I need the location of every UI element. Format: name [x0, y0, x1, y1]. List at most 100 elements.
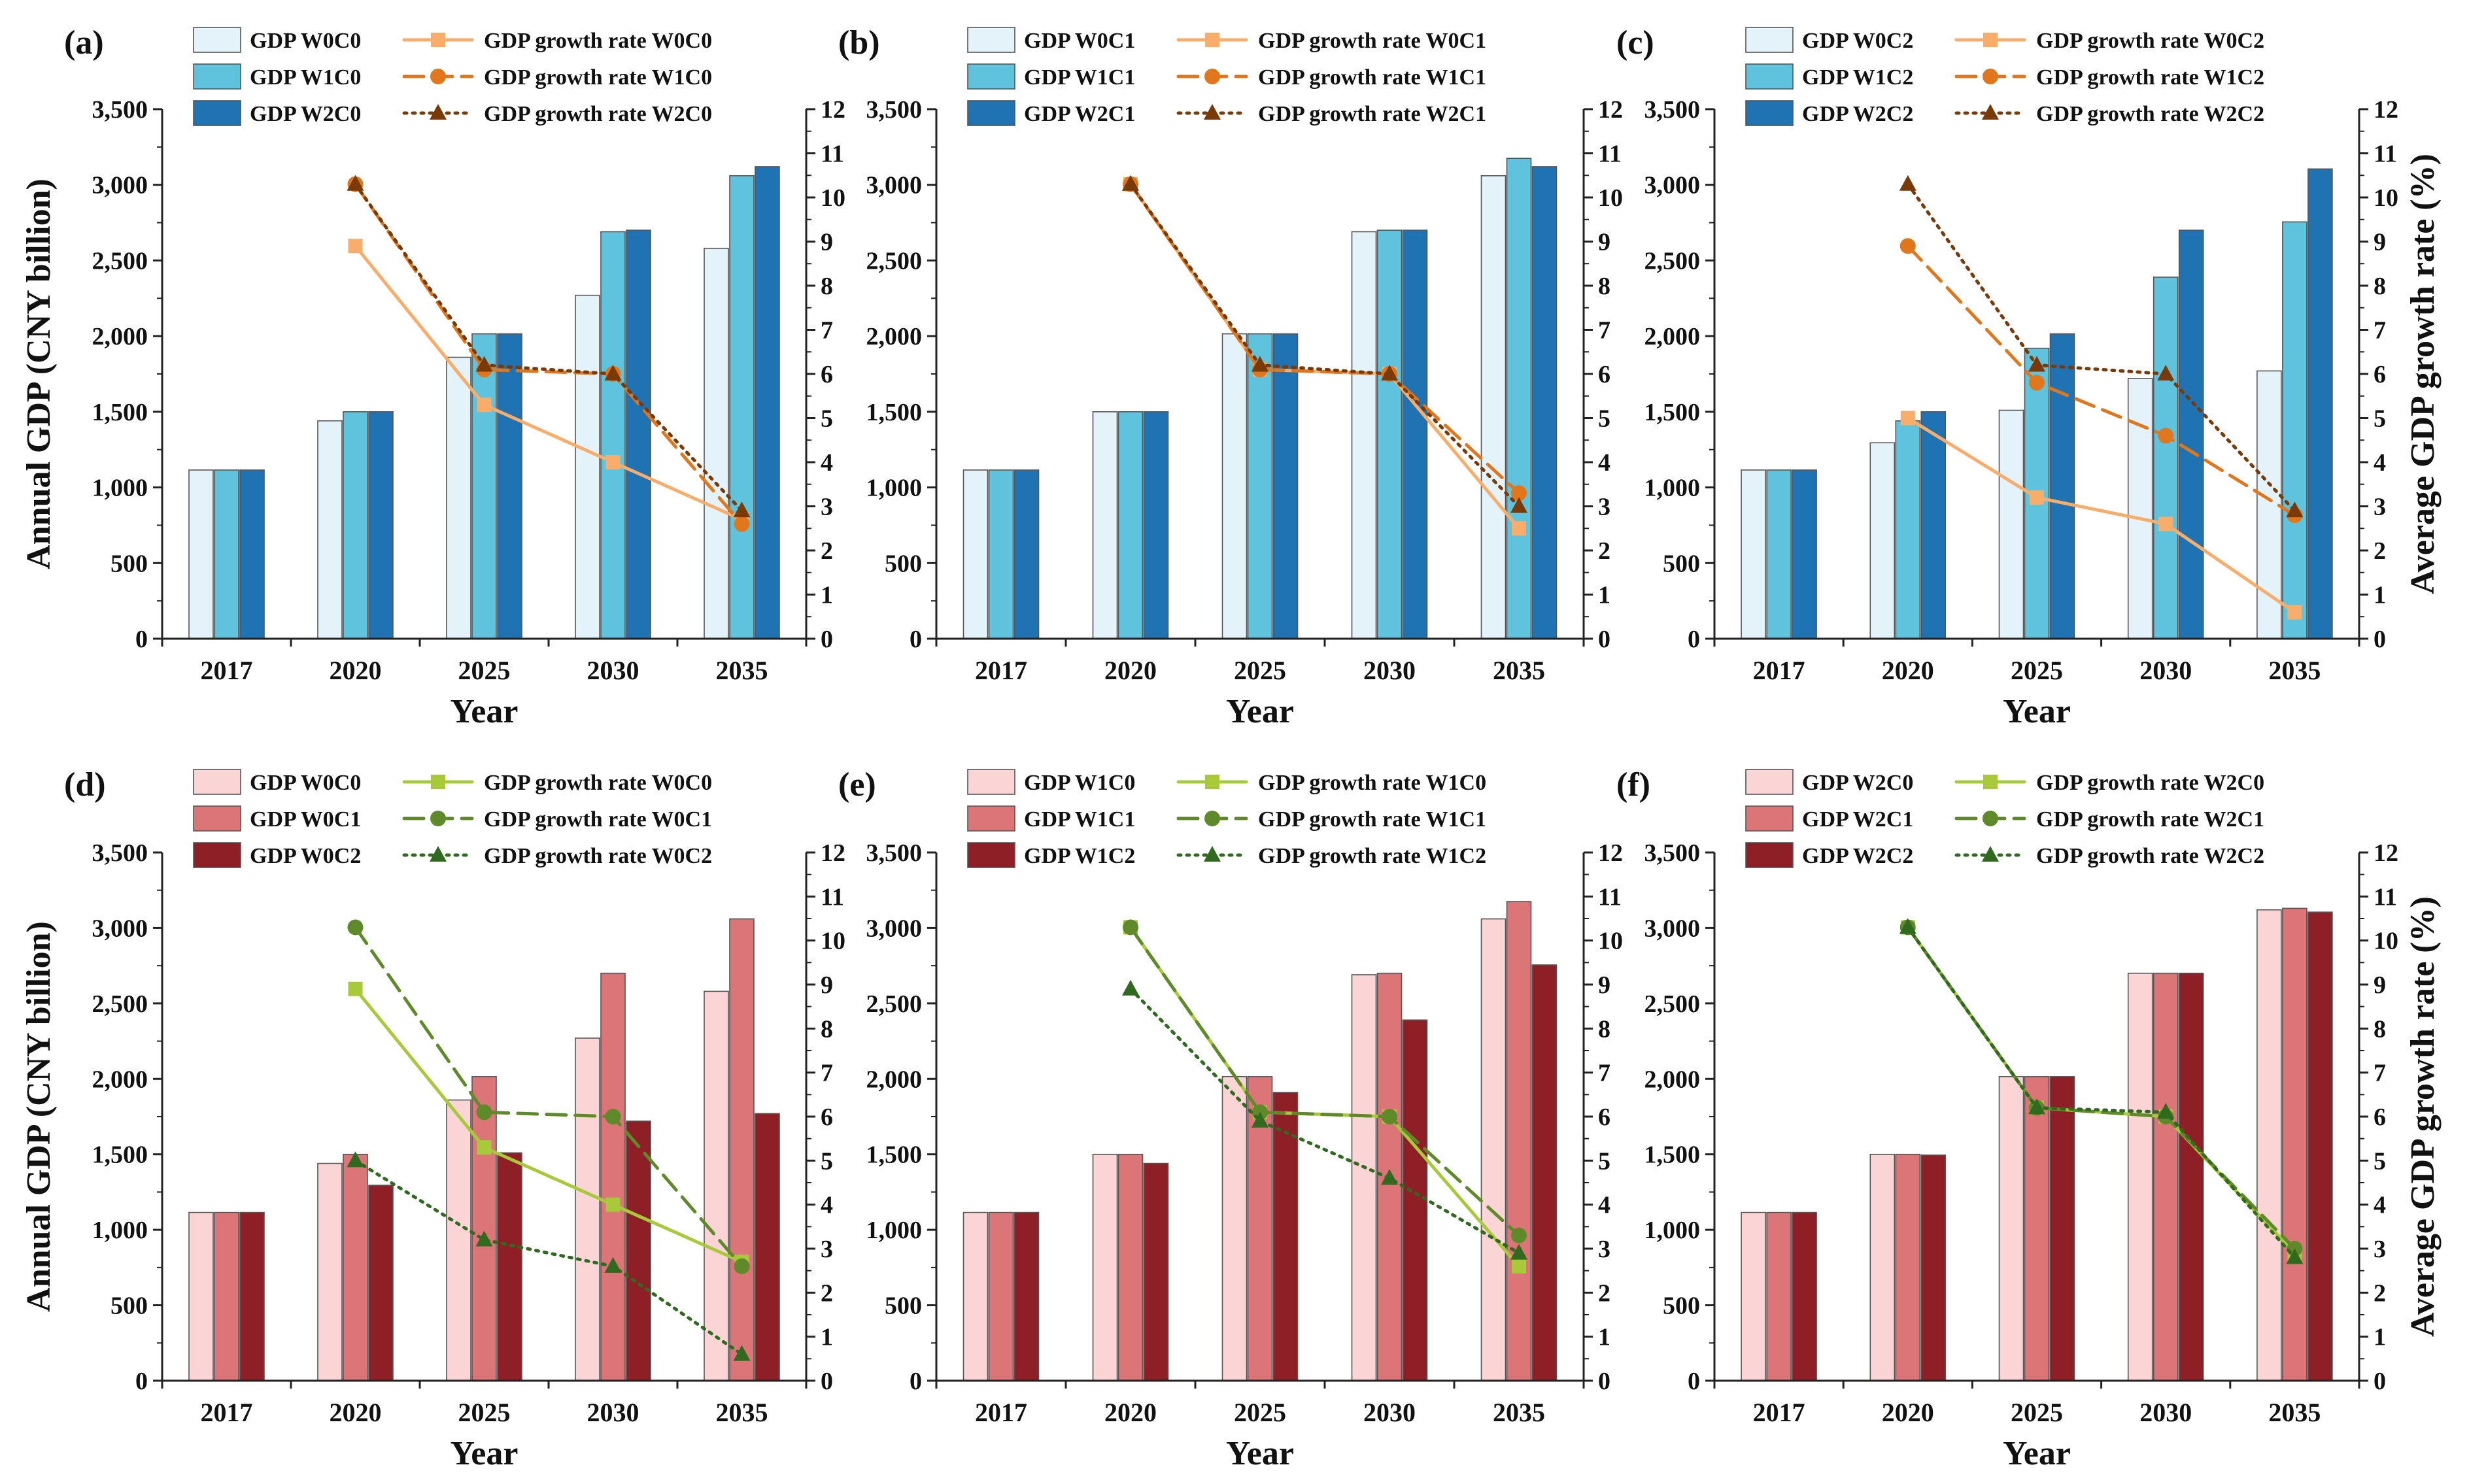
bar-gdp-w1c0-2035 [729, 175, 755, 639]
bar-gdp-w2c0-2035 [2256, 909, 2282, 1381]
legend-label: GDP growth rate W2C0 [2036, 771, 2264, 795]
bar-gdp-w2c2-2025 [2049, 333, 2075, 639]
bar-gdp-w0c1-2020 [343, 1153, 368, 1381]
bar-gdp-w0c0-2035 [704, 990, 729, 1381]
left-tick-label: 3,500 [866, 96, 923, 124]
x-axis-title: Year [1226, 1435, 1294, 1472]
right-tick-label: 2 [821, 1279, 833, 1307]
chart-panel-e: 05001,0001,5002,0002,5003,0003,500012345… [838, 766, 1623, 1472]
bar-gdp-w1c1-2035 [1506, 901, 1532, 1381]
legend-swatch [193, 842, 241, 868]
bar-gdp-w0c2-2030 [2127, 378, 2153, 639]
bar-gdp-w0c2-2017 [1741, 469, 1766, 639]
right-tick-label: 9 [1598, 229, 1610, 256]
legend-label: GDP W0C2 [250, 844, 361, 868]
bar-gdp-w2c1-2017 [1013, 469, 1040, 639]
bar-gdp-w2c2-2030 [2178, 972, 2204, 1381]
x-tick-label: 2030 [2139, 656, 2192, 685]
point-gdp-growth-rate-w1c1-2 [1382, 1109, 1397, 1124]
right-tick-label: 11 [1598, 883, 1622, 911]
legend-marker [430, 69, 446, 84]
bar-gdp-w1c2-2020 [1143, 1162, 1169, 1381]
line-gdp-growth-rate-w0c2 [354, 1158, 743, 1357]
bar-gdp-w2c0-2017 [1741, 1211, 1766, 1381]
panel-label: (e) [838, 766, 876, 803]
y-axis-left-title: Annual GDP (CNY billion) [20, 921, 58, 1312]
right-tick-label: 5 [821, 1147, 833, 1175]
x-tick-label: 2020 [1104, 1398, 1157, 1427]
x-tick-label: 2017 [975, 656, 1027, 685]
left-tick-label: 0 [135, 626, 148, 653]
legend-swatch [967, 100, 1015, 126]
right-tick-label: 11 [821, 883, 844, 911]
point-gdp-growth-rate-w2c1-1 [1252, 356, 1269, 372]
legend-label: GDP W2C2 [1802, 844, 1913, 868]
line-gdp-growth-rate-w2c1 [1906, 925, 2296, 1251]
point-gdp-growth-rate-w0c1-2 [605, 1109, 621, 1124]
right-tick-label: 4 [821, 1192, 833, 1219]
right-tick-label: 8 [821, 1015, 833, 1043]
legend-label: GDP growth rate W2C2 [2036, 844, 2264, 868]
bar-gdp-w0c2-2025 [497, 1152, 522, 1381]
legend-label: GDP growth rate W2C2 [2036, 102, 2264, 126]
bar-gdp-w1c0-2020 [343, 411, 368, 639]
x-tick-label: 2017 [1753, 656, 1805, 685]
left-tick-label: 3,000 [866, 915, 923, 942]
bar-gdp-w2c2-2025 [2049, 1076, 2075, 1381]
point-gdp-growth-rate-w1c2-1 [2029, 375, 2045, 391]
bar-gdp-w1c0-2025 [1221, 1076, 1248, 1381]
legend-label: GDP W1C0 [1024, 771, 1135, 795]
right-tick-label: 9 [1598, 971, 1610, 999]
bar-gdp-w0c2-2017 [239, 1211, 265, 1381]
right-tick-label: 10 [1598, 184, 1623, 212]
left-tick-label: 2,000 [1644, 1066, 1701, 1093]
legend-swatch [1745, 100, 1794, 126]
point-gdp-growth-rate-w2c0-2 [604, 365, 622, 380]
bar-gdp-w2c1-2020 [1143, 411, 1169, 639]
y-axis-left-title: Annual GDP (CNY billion) [20, 178, 58, 569]
bar-gdp-w0c0-2025 [446, 356, 471, 639]
legend-marker [1983, 69, 1998, 84]
legend-swatch [1745, 842, 1794, 868]
left-tick-label: 2,500 [866, 247, 923, 275]
legend-marker [1983, 33, 1998, 47]
legend-swatch [193, 27, 241, 53]
right-tick-label: 12 [821, 96, 845, 124]
right-tick-label: 11 [2374, 883, 2397, 911]
line-gdp-growth-rate-w0c0 [354, 987, 743, 1264]
legend-label: GDP growth rate W2C0 [484, 102, 712, 126]
left-tick-label: 2,000 [92, 323, 148, 350]
x-tick-label: 2020 [1882, 656, 1934, 685]
bar-gdp-w2c2-2017 [1792, 469, 1817, 639]
right-tick-label: 6 [1598, 361, 1610, 388]
bar-gdp-w1c2-2035 [1531, 964, 1558, 1381]
right-tick-label: 9 [2374, 971, 2386, 999]
right-tick-label: 11 [821, 141, 844, 168]
line-gdp-growth-rate-w0c0 [354, 244, 743, 522]
legend-label: GDP W2C1 [1024, 102, 1135, 126]
legend-swatch [967, 842, 1015, 868]
chart-panel-a: 05001,0001,5002,0002,5003,0003,500012345… [20, 24, 845, 730]
left-tick-label: 0 [910, 626, 922, 653]
legend-label: GDP growth rate W1C0 [484, 65, 712, 90]
left-tick-label: 1,000 [1644, 475, 1701, 502]
legend-marker [1205, 33, 1219, 47]
right-tick-label: 1 [2374, 1324, 2386, 1351]
right-tick-label: 0 [2374, 626, 2386, 653]
point-gdp-growth-rate-w0c0-2 [605, 455, 621, 469]
bar-gdp-w1c0-2030 [1351, 974, 1377, 1381]
legend-label: GDP W1C2 [1024, 844, 1135, 868]
bar-gdp-w0c2-2035 [2256, 370, 2282, 639]
legend-swatch [1745, 27, 1794, 53]
right-tick-label: 3 [821, 494, 833, 521]
x-tick-label: 2030 [587, 1398, 639, 1427]
left-tick-label: 1,000 [92, 1217, 148, 1244]
right-tick-label: 6 [2374, 361, 2386, 388]
right-tick-label: 7 [2374, 1060, 2386, 1087]
legend-marker [431, 775, 445, 789]
left-tick-label: 3,500 [1644, 96, 1701, 124]
left-tick-label: 1,500 [866, 1141, 923, 1169]
x-axis-title: Year [451, 693, 519, 730]
legend-marker [1982, 104, 1999, 120]
right-tick-label: 0 [821, 626, 833, 653]
